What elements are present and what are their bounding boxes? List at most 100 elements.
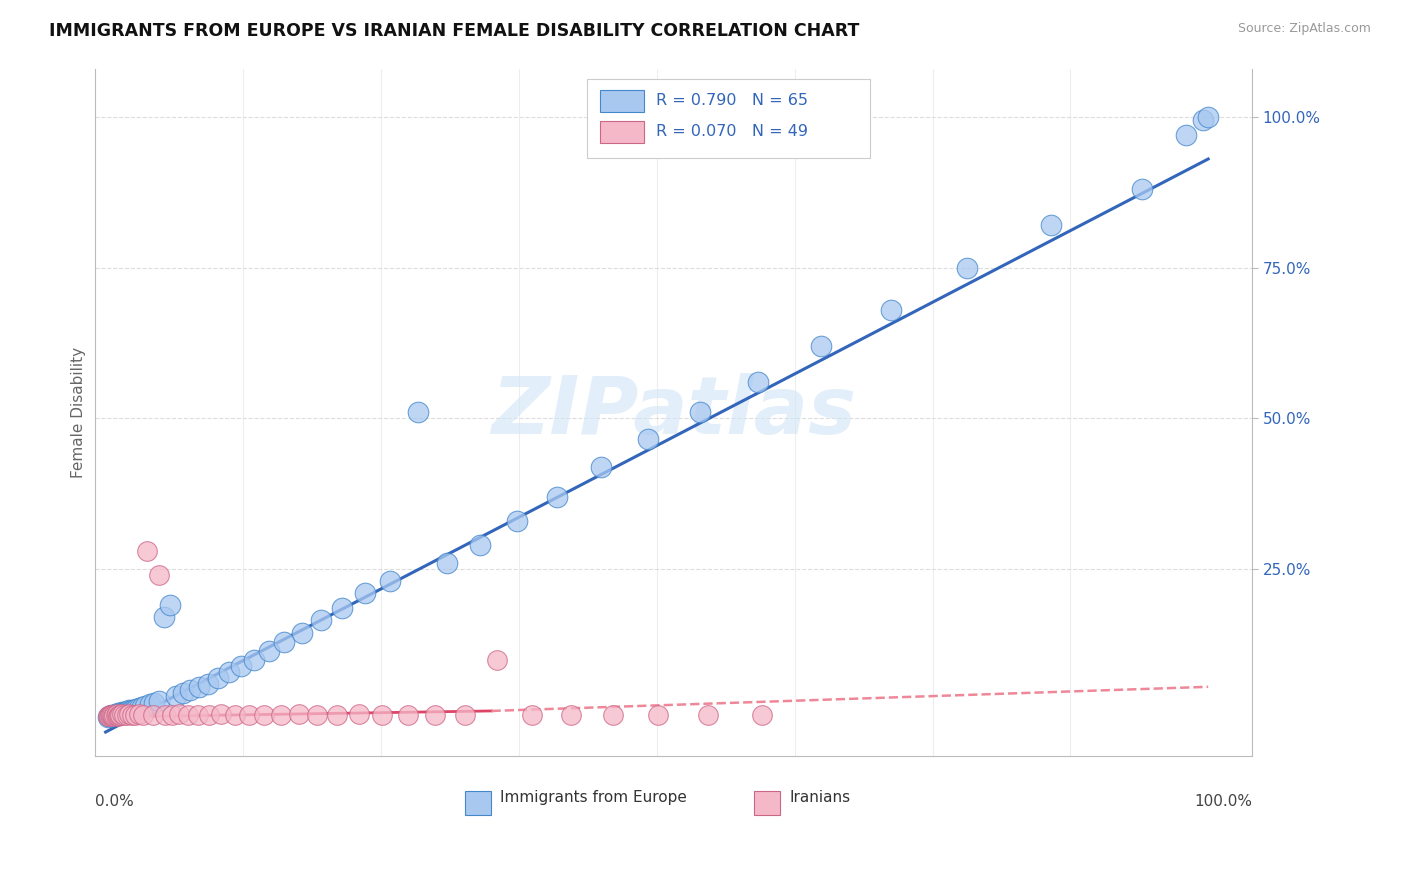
- Point: [115, 704, 138, 718]
- Point: [134, 698, 156, 713]
- Point: [108, 708, 131, 723]
- Point: [602, 708, 624, 723]
- Point: [97, 709, 120, 723]
- Point: [118, 703, 141, 717]
- Point: [270, 707, 292, 722]
- Point: [522, 708, 544, 723]
- Point: [112, 706, 135, 720]
- Point: [115, 708, 138, 723]
- Point: [1197, 110, 1219, 124]
- Point: [209, 706, 232, 721]
- Point: [105, 707, 128, 722]
- Point: [647, 707, 669, 722]
- Point: [128, 701, 150, 715]
- Point: [1039, 219, 1062, 233]
- Point: [100, 707, 122, 722]
- Point: [121, 707, 143, 722]
- Point: [153, 707, 176, 722]
- Point: [179, 682, 201, 697]
- Point: [111, 705, 134, 719]
- Point: [231, 658, 253, 673]
- Point: [131, 699, 153, 714]
- Point: [107, 708, 129, 723]
- Point: [103, 708, 125, 723]
- Point: [103, 708, 125, 723]
- Text: R = 0.790   N = 65: R = 0.790 N = 65: [657, 94, 808, 108]
- Point: [108, 706, 131, 721]
- Point: [291, 625, 314, 640]
- Point: [105, 706, 128, 721]
- Point: [810, 339, 832, 353]
- Point: [253, 708, 276, 723]
- Point: [128, 706, 150, 721]
- Point: [108, 706, 131, 720]
- Point: [104, 706, 127, 721]
- Point: [98, 709, 121, 723]
- Point: [879, 302, 901, 317]
- Point: [125, 702, 148, 716]
- Point: [104, 708, 127, 723]
- Point: [101, 708, 124, 723]
- Bar: [755, 791, 780, 814]
- Point: [506, 514, 529, 528]
- Point: [111, 706, 134, 721]
- Bar: [600, 120, 644, 143]
- Point: [108, 707, 131, 722]
- Point: [287, 706, 309, 721]
- Point: [371, 708, 394, 723]
- Point: [560, 707, 582, 722]
- Point: [637, 433, 659, 447]
- Bar: [465, 791, 491, 814]
- Text: R = 0.070   N = 49: R = 0.070 N = 49: [657, 124, 808, 139]
- Point: [1130, 182, 1153, 196]
- Point: [121, 703, 143, 717]
- Point: [224, 708, 246, 723]
- Point: [103, 707, 125, 722]
- Point: [425, 708, 447, 723]
- Y-axis label: Female Disability: Female Disability: [72, 347, 86, 478]
- Point: [101, 708, 124, 723]
- Point: [100, 708, 122, 723]
- Point: [118, 706, 141, 721]
- Point: [107, 706, 129, 721]
- Point: [1191, 112, 1213, 127]
- Point: [238, 707, 260, 722]
- Point: [436, 556, 458, 570]
- Point: [696, 708, 718, 723]
- Point: [218, 665, 240, 679]
- Point: [485, 653, 508, 667]
- Point: [117, 705, 139, 719]
- Point: [148, 568, 170, 582]
- Point: [470, 538, 492, 552]
- Point: [689, 405, 711, 419]
- Point: [243, 653, 266, 667]
- Point: [257, 643, 280, 657]
- Point: [112, 707, 135, 722]
- Bar: [600, 90, 644, 112]
- Point: [118, 704, 141, 718]
- Point: [165, 689, 187, 703]
- Point: [273, 634, 295, 648]
- Point: [309, 614, 332, 628]
- Point: [177, 707, 200, 722]
- Point: [143, 696, 166, 710]
- Text: Source: ZipAtlas.com: Source: ZipAtlas.com: [1237, 22, 1371, 36]
- Point: [207, 671, 229, 685]
- Point: [747, 375, 769, 389]
- Point: [98, 708, 121, 723]
- Text: 0.0%: 0.0%: [94, 794, 134, 809]
- Point: [148, 694, 170, 708]
- Point: [406, 405, 429, 419]
- Point: [97, 708, 120, 723]
- Point: [132, 707, 155, 722]
- Text: 100.0%: 100.0%: [1194, 794, 1253, 809]
- Point: [188, 680, 211, 694]
- Point: [112, 705, 135, 719]
- Text: Iranians: Iranians: [789, 790, 851, 805]
- Point: [136, 544, 159, 558]
- Text: Immigrants from Europe: Immigrants from Europe: [499, 790, 686, 805]
- Point: [169, 706, 191, 721]
- Point: [1175, 128, 1198, 142]
- Point: [197, 677, 219, 691]
- Point: [142, 708, 165, 723]
